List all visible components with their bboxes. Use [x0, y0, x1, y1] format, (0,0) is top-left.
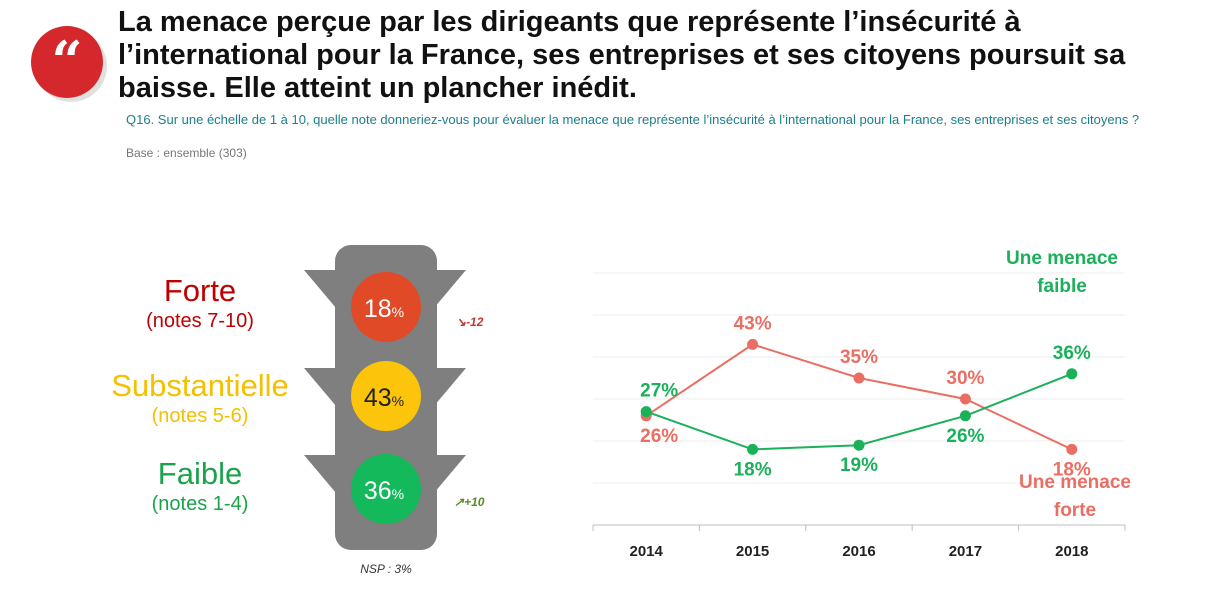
x-tick-label: 2018 [1055, 543, 1088, 560]
page-title: La menace perçue par les dirigeants que … [118, 6, 1126, 104]
data-point-faible [853, 439, 865, 451]
delta-forte-value: -12 [466, 315, 484, 329]
traffic-wing-right-2 [434, 368, 466, 406]
data-point-faible [640, 406, 652, 418]
series-annotation-faible: Une menace [1006, 248, 1118, 269]
traffic-wing-left-3 [304, 455, 336, 493]
quote-icon: “ [31, 26, 103, 98]
data-point-forte [747, 338, 759, 350]
category-substantielle-name: Substantielle [111, 368, 289, 403]
series-annotation-forte: forte [1054, 500, 1096, 521]
data-point-faible [1066, 368, 1078, 380]
light-substantielle-value: 43% [364, 384, 404, 412]
data-label: 43% [734, 313, 772, 334]
data-label: 18% [1053, 459, 1091, 480]
data-point-faible [747, 443, 759, 455]
series-line-faible [645, 372, 1073, 451]
arrow-up-icon: ↗ [454, 495, 465, 509]
data-point-forte [959, 393, 971, 405]
data-point-faible [959, 410, 971, 422]
category-faible-range: (notes 1-4) [151, 493, 249, 515]
data-label: 36% [1053, 343, 1091, 364]
category-substantielle: Substantielle (notes 5-6) [65, 369, 335, 429]
category-forte-range: (notes 7-10) [146, 310, 254, 332]
line-chart: 2014 2015 2016 2017 2018 26% 43% 35% 30% 18% 27% 18… [592, 248, 1131, 560]
delta-faible-value: +10 [464, 495, 485, 509]
light-substantielle [351, 361, 421, 431]
nsp-note: NSP : 3% [360, 562, 412, 576]
category-forte: Forte (notes 7-10) [65, 274, 335, 334]
traffic-wing-left-1 [304, 270, 336, 308]
delta-forte: ↘-12 [456, 315, 483, 329]
traffic-wing-right-3 [434, 455, 466, 493]
data-label: 30% [946, 368, 984, 389]
traffic-light: 18% 43% 36% [304, 245, 466, 550]
x-tick-label: 2014 [630, 543, 664, 560]
traffic-wing-left-2 [304, 368, 336, 406]
x-tick-label: 2017 [949, 543, 982, 560]
data-label: 27% [640, 381, 678, 402]
x-tick-label: 2015 [736, 543, 769, 560]
light-forte-value: 18% [364, 295, 404, 323]
data-label: 18% [734, 459, 772, 480]
category-faible-name: Faible [157, 456, 243, 491]
data-point-forte [853, 372, 865, 384]
light-forte [351, 272, 421, 342]
series-annotation-forte: Une menace [1019, 472, 1131, 493]
question-text: Q16. Sur une échelle de 1 à 10, quelle n… [126, 112, 1140, 127]
light-faible [351, 454, 421, 524]
delta-faible: ↗+10 [454, 495, 484, 509]
traffic-wing-right-1 [434, 270, 466, 308]
data-point-forte [1066, 443, 1078, 455]
data-label: 26% [946, 426, 984, 447]
data-label: 19% [840, 455, 878, 476]
series-annotation-faible: faible [1037, 276, 1087, 297]
category-faible: Faible (notes 1-4) [65, 457, 335, 517]
arrow-down-icon: ↘ [456, 315, 467, 329]
base-note: Base : ensemble (303) [126, 146, 247, 160]
category-substantielle-range: (notes 5-6) [151, 405, 249, 427]
x-tick-label: 2016 [842, 543, 875, 560]
data-label: 26% [640, 426, 678, 447]
category-forte-name: Forte [163, 273, 237, 308]
data-label: 35% [840, 347, 878, 368]
light-faible-value: 36% [364, 477, 404, 505]
